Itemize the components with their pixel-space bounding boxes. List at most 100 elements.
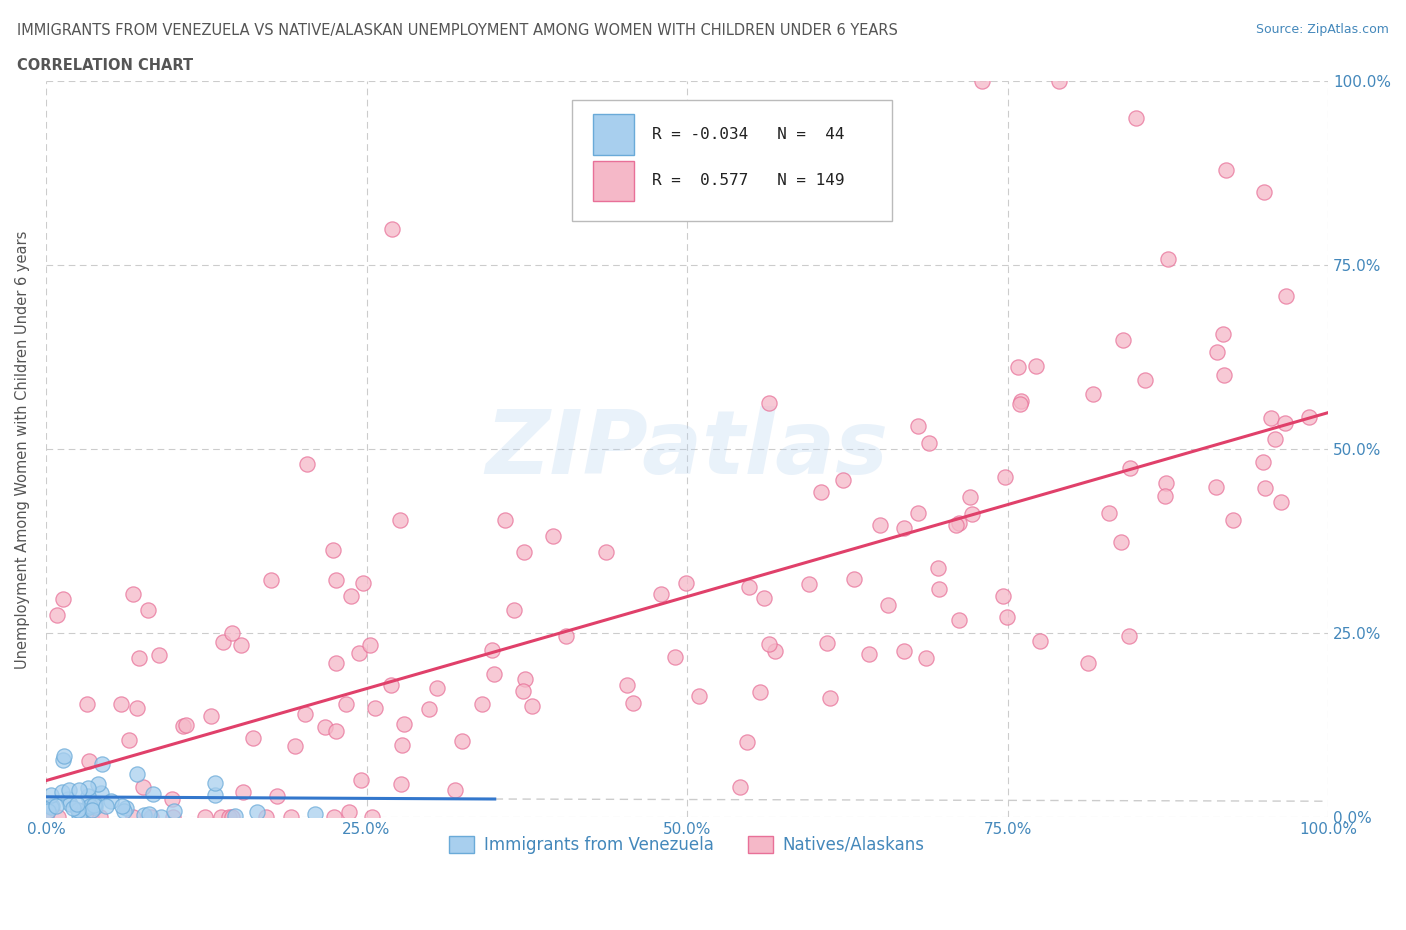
Point: [76, 697, 98, 711]
Point: [1254, 481, 1277, 496]
Point: [80, 810, 103, 825]
Point: [121, 810, 143, 825]
Point: [513, 545, 536, 560]
Point: [621, 696, 644, 711]
Point: [280, 810, 302, 825]
Point: [194, 810, 217, 825]
Point: [391, 738, 413, 753]
Point: [799, 577, 821, 591]
Point: [993, 589, 1015, 604]
Point: [1029, 633, 1052, 648]
Point: [138, 806, 160, 821]
Point: [266, 789, 288, 804]
Point: [502, 603, 524, 618]
Point: [77, 789, 100, 804]
Point: [110, 799, 132, 814]
Point: [209, 810, 232, 825]
Point: [554, 628, 576, 643]
Point: [39, 787, 62, 802]
Point: [1077, 655, 1099, 670]
Point: [389, 777, 412, 791]
Point: [893, 644, 915, 658]
Point: [204, 788, 226, 803]
Point: [83, 798, 105, 813]
Point: [1212, 367, 1234, 382]
Point: [907, 505, 929, 520]
Point: [1119, 460, 1142, 475]
Point: [512, 684, 534, 699]
Point: [149, 810, 172, 825]
Point: [842, 572, 865, 587]
Point: [1264, 432, 1286, 446]
Point: [959, 489, 981, 504]
Legend: Immigrants from Venezuela, Natives/Alaskans: Immigrants from Venezuela, Natives/Alask…: [443, 829, 931, 860]
Point: [451, 734, 474, 749]
Point: [948, 612, 970, 627]
Point: [948, 516, 970, 531]
Point: [426, 681, 449, 696]
Point: [381, 221, 404, 236]
Point: [232, 784, 254, 799]
Point: [1215, 163, 1237, 178]
Point: [970, 74, 993, 89]
Point: [37, 804, 59, 818]
FancyBboxPatch shape: [572, 100, 893, 221]
Point: [89, 785, 111, 800]
Point: [810, 485, 832, 499]
Point: [41, 799, 63, 814]
Point: [46, 810, 69, 825]
Y-axis label: Unemployment Among Women with Children Under 6 years: Unemployment Among Women with Children U…: [15, 231, 30, 669]
Point: [66, 796, 89, 811]
Point: [260, 572, 283, 587]
Point: [127, 700, 149, 715]
Point: [94, 799, 117, 814]
Point: [928, 581, 950, 596]
Point: [541, 528, 564, 543]
Point: [58, 782, 80, 797]
Point: [1205, 344, 1227, 359]
Point: [688, 688, 710, 703]
Point: [1298, 409, 1320, 424]
Point: [53, 749, 76, 764]
Point: [1275, 288, 1298, 303]
Point: [128, 651, 150, 666]
Point: [125, 766, 148, 781]
Point: [418, 702, 440, 717]
Point: [1270, 495, 1292, 510]
Point: [1098, 506, 1121, 521]
Point: [84, 800, 107, 815]
Point: [349, 645, 371, 660]
Point: [918, 436, 941, 451]
Point: [91, 757, 114, 772]
Point: [67, 782, 90, 797]
Point: [67, 807, 90, 822]
Point: [59, 796, 82, 811]
Point: [763, 644, 786, 658]
Point: [200, 709, 222, 724]
Point: [35, 810, 58, 825]
Point: [69, 808, 91, 823]
Point: [735, 734, 758, 749]
Point: [339, 589, 361, 604]
Point: [815, 636, 838, 651]
Point: [325, 656, 347, 671]
Point: [758, 636, 780, 651]
Point: [1153, 489, 1175, 504]
Point: [46, 607, 69, 622]
Point: [494, 512, 516, 527]
Point: [51, 785, 73, 800]
Point: [224, 809, 246, 824]
Text: R = -0.034   N =  44: R = -0.034 N = 44: [652, 126, 845, 142]
Point: [100, 793, 122, 808]
FancyBboxPatch shape: [593, 161, 634, 201]
Point: [616, 677, 638, 692]
Point: [471, 697, 494, 711]
Point: [1222, 512, 1244, 527]
Point: [52, 752, 75, 767]
Text: Source: ZipAtlas.com: Source: ZipAtlas.com: [1256, 23, 1389, 36]
Point: [323, 810, 346, 825]
Point: [325, 573, 347, 588]
Point: [738, 579, 761, 594]
Point: [212, 635, 235, 650]
Point: [927, 561, 949, 576]
